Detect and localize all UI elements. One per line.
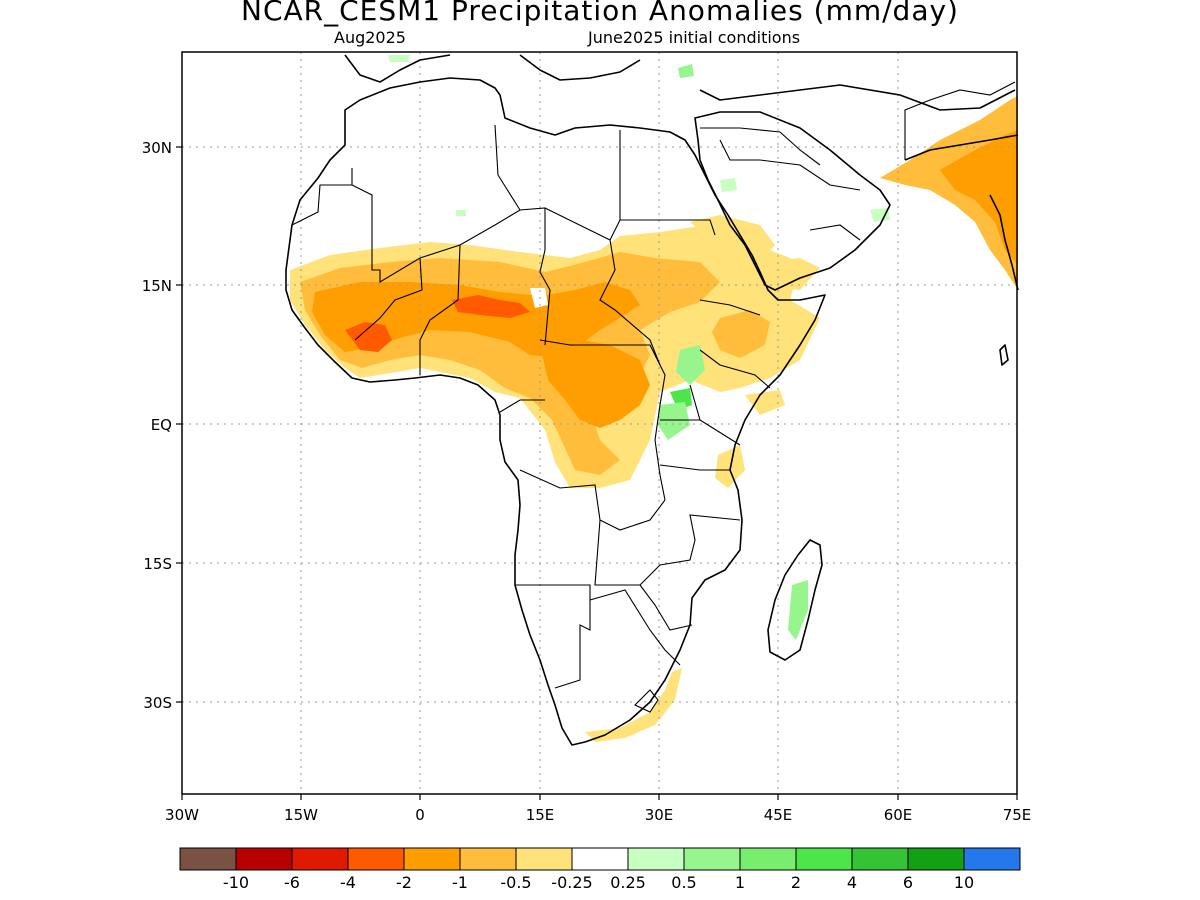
borders-middle-east xyxy=(700,127,861,241)
legend-label: -0.5 xyxy=(500,873,531,892)
lat-tick-label: 30N xyxy=(142,139,172,157)
europe-coastline xyxy=(344,54,1016,111)
anomaly-dry-south-asia-strong xyxy=(940,130,1018,265)
legend-label: 1 xyxy=(735,873,745,892)
lat-tick-labels: 30N 15N EQ 15S 30S xyxy=(142,139,172,712)
borders-southern-africa xyxy=(515,584,693,713)
madagascar-coastline xyxy=(767,539,823,661)
anomaly-wet-arabia xyxy=(720,178,737,192)
legend-label: 10 xyxy=(954,873,974,892)
legend-swatch xyxy=(515,847,573,871)
lon-tick-label: 30E xyxy=(645,806,674,824)
lon-tick-label: 75E xyxy=(1003,806,1032,824)
anomaly-dry-red-sea xyxy=(690,215,775,265)
sri-lanka-coastline xyxy=(999,344,1009,366)
anomaly-dry-south-asia-outer xyxy=(880,96,1018,290)
legend-swatch xyxy=(179,847,237,871)
anomaly-dry-south-africa xyxy=(585,668,682,742)
legend-label: -1 xyxy=(452,873,468,892)
anomaly-dry-central-africa xyxy=(540,340,650,428)
anomaly-dry-east-africa xyxy=(745,390,785,415)
legend-swatch xyxy=(963,847,1021,871)
coastlines xyxy=(285,54,1019,746)
lon-tick-label: 15E xyxy=(526,806,555,824)
borders-central-africa xyxy=(499,339,741,586)
forecast-month-label: Aug2025 xyxy=(334,28,406,47)
anomaly-wet-uganda xyxy=(658,402,690,440)
lat-tick-label: 15N xyxy=(142,277,172,295)
legend-label: 0.25 xyxy=(610,873,646,892)
map-title: NCAR_CESM1 Precipitation Anomalies (mm/d… xyxy=(241,0,959,27)
south-asia-coastline xyxy=(904,134,1019,161)
arabia-coastline xyxy=(694,111,891,291)
anomaly-very-dry-patch-guinea xyxy=(345,322,392,352)
anomaly-wet-sahara xyxy=(456,210,466,216)
country-borders xyxy=(291,81,1016,713)
legend-label: -2 xyxy=(396,873,412,892)
anomaly-wet-ethiopia xyxy=(676,345,705,385)
legend-swatch xyxy=(291,847,349,871)
anomaly-shading xyxy=(290,55,1018,742)
legend-label: 6 xyxy=(903,873,913,892)
borders-east-africa xyxy=(659,299,771,471)
borders-north-africa xyxy=(291,124,716,375)
anomaly-dry-yemen xyxy=(765,258,820,290)
lon-tick-label: 45E xyxy=(764,806,793,824)
legend-swatch xyxy=(795,847,853,871)
initial-conditions-label: June2025 initial conditions xyxy=(588,28,801,47)
legend-swatch xyxy=(683,847,741,871)
legend-swatch xyxy=(627,847,685,871)
legend-label: -4 xyxy=(340,873,356,892)
lon-tick-label: 30W xyxy=(165,806,199,824)
lon-tick-label: 60E xyxy=(884,806,913,824)
lat-tick-label: EQ xyxy=(151,416,172,434)
borders-south-asia xyxy=(904,81,1016,160)
color-legend: -10 -6 -4 -2 -1 -0.5 -0.25 0.25 0.5 1 2 4 6 10 xyxy=(179,847,1021,892)
legend-label: 0.5 xyxy=(671,873,696,892)
axis-ticks xyxy=(176,146,1018,800)
lon-tick-label: 15W xyxy=(284,806,318,824)
legend-swatch xyxy=(571,847,629,871)
legend-swatches xyxy=(179,847,1021,871)
lat-tick-label: 30S xyxy=(143,694,172,712)
graticule xyxy=(182,52,1017,794)
anomaly-wet-europe xyxy=(388,55,410,62)
anomaly-wet-lake-victoria xyxy=(670,388,692,410)
anomaly-dry-ethiopia xyxy=(712,310,770,358)
lon-tick-labels: 30W 15W 0 15E 30E 45E 60E 75E xyxy=(165,806,1031,824)
legend-label: -10 xyxy=(223,873,249,892)
legend-label: 2 xyxy=(791,873,801,892)
legend-swatch xyxy=(403,847,461,871)
legend-label: -6 xyxy=(284,873,300,892)
anomaly-wet-madagascar xyxy=(788,580,808,640)
lat-tick-label: 15S xyxy=(143,555,172,573)
map-frame xyxy=(181,51,1018,795)
legend-labels: -10 -6 -4 -2 -1 -0.5 -0.25 0.25 0.5 1 2 4 6 10 xyxy=(223,873,974,892)
anomaly-wet-oman xyxy=(870,208,890,222)
legend-swatch xyxy=(907,847,965,871)
legend-swatch xyxy=(851,847,909,871)
lon-tick-label: 0 xyxy=(415,806,425,824)
africa-coastline xyxy=(285,77,826,746)
anomaly-wet-mediterranean xyxy=(678,64,694,78)
legend-label: 4 xyxy=(847,873,857,892)
legend-swatch xyxy=(459,847,517,871)
anomaly-very-dry-patch-nigeria xyxy=(452,295,530,318)
india-west-coastline xyxy=(989,194,1019,291)
legend-swatch xyxy=(739,847,797,871)
legend-label: -0.25 xyxy=(551,873,592,892)
legend-swatch xyxy=(347,847,405,871)
legend-swatch xyxy=(235,847,293,871)
anomaly-neutral-gap xyxy=(530,288,548,308)
